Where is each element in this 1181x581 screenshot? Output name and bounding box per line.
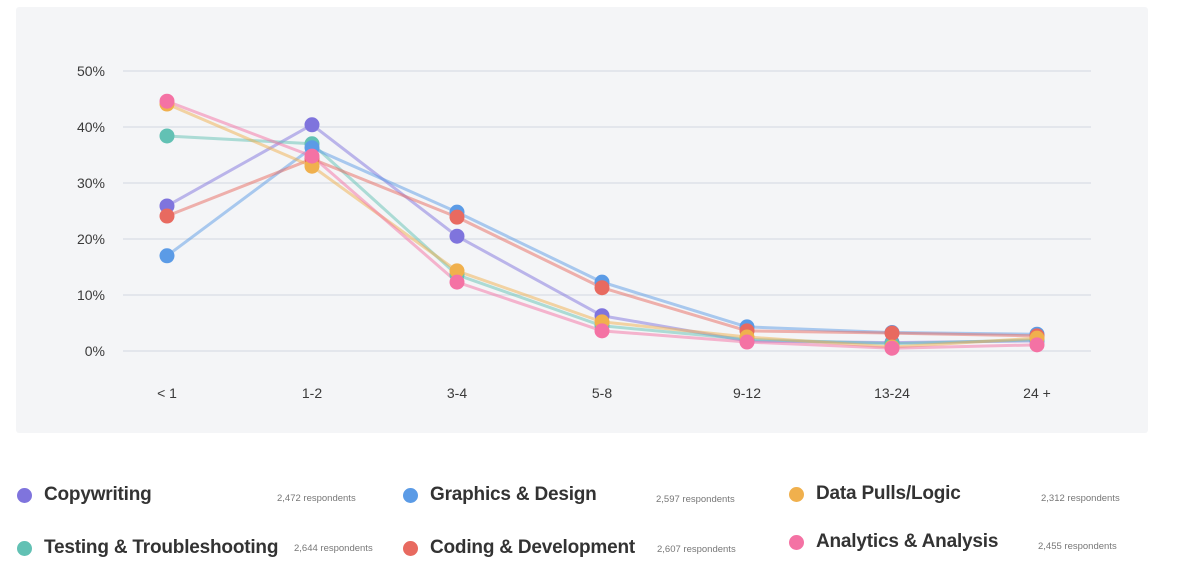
legend-respondents: 2,597 respondents [656, 494, 735, 505]
legend-item-copywriting[interactable]: Copywriting [17, 480, 152, 510]
y-tick-label: 50% [77, 63, 105, 79]
data-point[interactable] [159, 208, 175, 224]
series-line-2 [166, 146, 1038, 336]
legend-dot-icon [403, 487, 418, 503]
data-point[interactable] [159, 248, 175, 264]
data-point[interactable] [304, 148, 320, 164]
legend-respondents: 2,312 respondents [1041, 493, 1120, 504]
x-axis: < 1 1-2 3-4 5-8 9-12 13-24 24 + [157, 385, 1051, 401]
data-point[interactable] [304, 117, 320, 133]
y-tick-label: 30% [77, 175, 105, 191]
data-point[interactable] [1029, 337, 1045, 353]
legend-item-data-pulls[interactable]: Data Pulls/Logic [789, 479, 961, 509]
legend-respondents: 2,455 respondents [1038, 541, 1117, 552]
data-point[interactable] [884, 340, 900, 356]
legend-item-graphics[interactable]: Graphics & Design [403, 480, 597, 510]
y-tick-label: 20% [77, 231, 105, 247]
legend-dot-icon [17, 540, 32, 556]
legend-label: Copywriting [44, 484, 152, 505]
data-point[interactable] [449, 274, 465, 290]
x-tick-label: 5-8 [592, 385, 612, 401]
x-tick-label: 24 + [1023, 385, 1051, 401]
y-tick-label: 10% [77, 287, 105, 303]
y-axis: 0% 10% 20% 30% 40% 50% [77, 63, 105, 359]
data-point[interactable] [159, 128, 175, 144]
legend-label: Analytics & Analysis [816, 531, 999, 552]
gridlines [123, 70, 1091, 352]
line-chart: 0% 10% 20% 30% 40% 50% < 1 1-2 3-4 5-8 9-12 13-24 2… [77, 63, 1091, 401]
legend-respondents: 2,644 respondents [294, 543, 373, 554]
data-point[interactable] [884, 325, 900, 341]
x-tick-label: 1-2 [302, 385, 322, 401]
legend-label: Coding & Development [430, 537, 636, 558]
data-point[interactable] [449, 209, 465, 225]
legend-label: Testing & Troubleshooting [44, 537, 279, 558]
legend-respondents: 2,472 respondents [277, 493, 356, 504]
legend-dot-icon [789, 534, 804, 550]
data-point[interactable] [159, 93, 175, 109]
legend-dot-icon [789, 486, 804, 502]
x-tick-label: 3-4 [447, 385, 467, 401]
legend-item-coding[interactable]: Coding & Development [403, 533, 635, 563]
x-tick-label: < 1 [157, 385, 177, 401]
legend-dot-icon [17, 487, 32, 503]
x-tick-label: 13-24 [874, 385, 910, 401]
chart-panel: 0% 10% 20% 30% 40% 50% < 1 1-2 3-4 5-8 9-12 13-24 2… [16, 7, 1148, 433]
x-tick-label: 9-12 [733, 385, 761, 401]
legend-item-analytics[interactable]: Analytics & Analysis [789, 527, 998, 557]
data-point[interactable] [449, 263, 465, 279]
y-tick-label: 0% [85, 343, 105, 359]
data-point[interactable] [594, 323, 610, 339]
y-tick-label: 40% [77, 119, 105, 135]
legend-label: Data Pulls/Logic [816, 483, 961, 504]
legend-dot-icon [403, 540, 418, 556]
legend-label: Graphics & Design [430, 484, 597, 505]
data-point[interactable] [449, 228, 465, 244]
data-point[interactable] [739, 334, 755, 350]
legend-item-testing[interactable]: Testing & Troubleshooting [17, 533, 278, 563]
data-point[interactable] [594, 280, 610, 296]
series-points [159, 93, 1045, 356]
legend-respondents: 2,607 respondents [657, 544, 736, 555]
